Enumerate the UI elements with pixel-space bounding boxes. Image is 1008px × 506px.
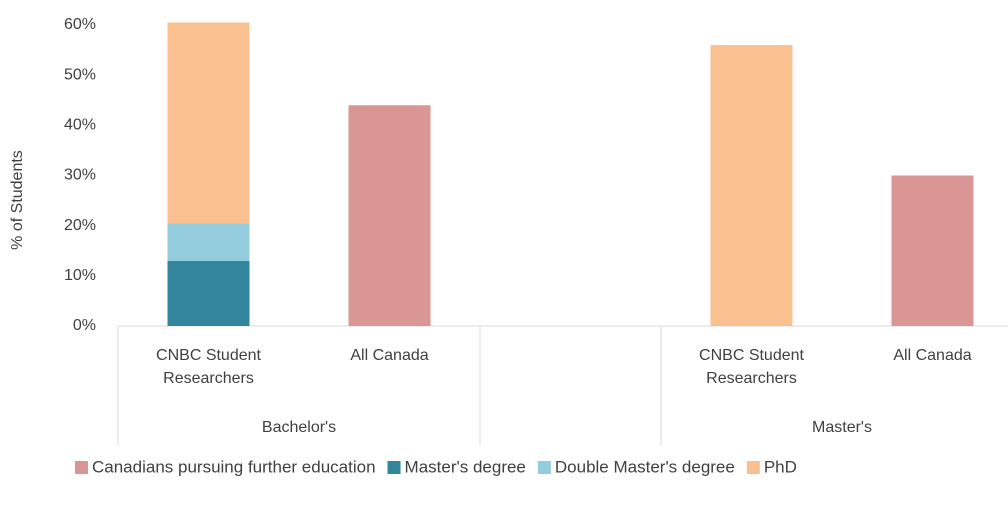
bar-segment	[167, 260, 250, 326]
x-tick-label: All Canada	[893, 347, 972, 364]
x-tick-label: CNBC Student Researchers	[699, 347, 804, 387]
y-tick-label: 0%	[73, 317, 96, 334]
legend-label: Double Master's degree	[555, 457, 735, 476]
bar-segment	[167, 22, 250, 224]
y-tick-label: 30%	[64, 167, 96, 184]
group-label: Bachelor's	[262, 419, 336, 436]
bar-segment	[710, 45, 793, 327]
x-tick-label: All Canada	[350, 347, 429, 364]
bar-segment	[891, 175, 974, 326]
x-tick-label: CNBC Student Researchers	[156, 347, 261, 387]
bar-segment	[167, 223, 250, 261]
y-tick-label: 10%	[64, 267, 96, 284]
legend-label: Master's degree	[405, 457, 526, 476]
legend-swatch	[537, 461, 551, 474]
y-tick-label: 60%	[64, 16, 96, 33]
legend-label: PhD	[764, 457, 797, 476]
group-label: Master's	[812, 419, 872, 436]
y-axis-label: % of Students	[9, 150, 26, 250]
y-tick-label: 20%	[64, 217, 96, 234]
bar-segment	[348, 105, 431, 327]
y-tick-label: 50%	[64, 66, 96, 83]
legend-swatch	[387, 461, 401, 474]
y-tick-label: 40%	[64, 117, 96, 134]
legend-swatch	[746, 461, 760, 474]
legend-label: Canadians pursuing further education	[92, 457, 376, 476]
legend-swatch	[75, 461, 88, 474]
